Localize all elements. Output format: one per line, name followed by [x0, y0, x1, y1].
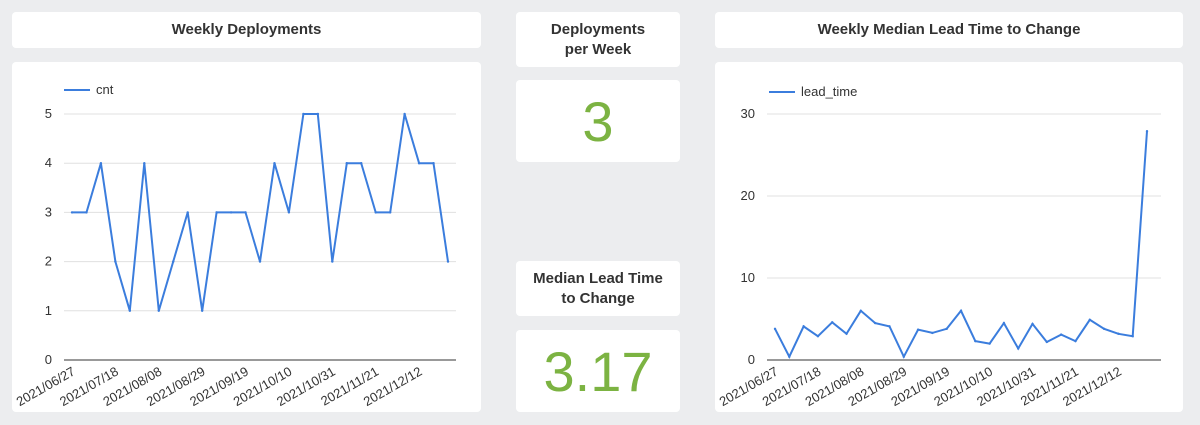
leadtime-data-point — [959, 309, 963, 312]
deploy-data-point — [446, 260, 450, 263]
deploy-data-point — [157, 309, 160, 312]
deploy-data-point — [200, 309, 204, 312]
deploy-y-tick-label: 5 — [45, 106, 52, 121]
deploy-data-point — [388, 211, 392, 214]
leadtime-data-point — [1117, 332, 1120, 335]
leadtime-data-point — [1017, 347, 1020, 350]
leadtime-data-point — [888, 325, 891, 328]
leadtime-data-point — [831, 321, 834, 324]
deploy-data-point — [331, 260, 334, 263]
deploy-data-point — [273, 162, 276, 165]
leadtime-data-point — [802, 325, 805, 328]
leadtime-data-point — [1074, 339, 1077, 343]
weekly-deployments-title-card: Weekly Deployments — [12, 12, 481, 48]
leadtime-data-point — [816, 335, 820, 338]
deployments-per-week-value: 3 — [582, 89, 614, 153]
deployments-per-week-title: Deployments per Week — [550, 20, 646, 58]
leadtime-data-point — [1059, 333, 1063, 336]
leadtime-data-point — [1131, 335, 1134, 338]
weekly-lead-time-title-card: Weekly Median Lead Time to Change — [715, 12, 1183, 48]
deploy-legend-label: cnt — [96, 82, 114, 97]
deploy-data-point — [85, 211, 88, 214]
deploy-data-point — [172, 260, 175, 263]
deployments-per-week-title-card: Deployments per Week — [516, 12, 680, 67]
leadtime-data-point — [859, 309, 863, 312]
deploy-data-point — [128, 309, 132, 312]
median-lead-time-value: 3.17 — [543, 339, 653, 403]
leadtime-y-tick-label: 0 — [748, 352, 755, 367]
deploy-data-point — [186, 211, 189, 214]
deploy-data-point — [374, 211, 377, 214]
deploy-data-point — [316, 112, 320, 116]
deploy-data-point — [403, 112, 406, 116]
leadtime-data-point — [1031, 322, 1034, 326]
leadtime-data-point — [1145, 130, 1149, 133]
leadtime-data-point — [916, 328, 920, 331]
leadtime-data-point — [788, 355, 791, 358]
deploy-data-point — [302, 112, 305, 116]
deploy-data-point — [99, 162, 103, 165]
deploy-y-tick-label: 3 — [45, 204, 52, 219]
weekly-deployments-title: Weekly Deployments — [171, 21, 322, 38]
leadtime-data-point — [974, 339, 977, 343]
deploy-y-tick-label: 1 — [45, 303, 52, 318]
weekly-lead-time-title: Weekly Median Lead Time to Change — [817, 21, 1081, 38]
deploy-data-point — [244, 211, 247, 214]
deploy-data-point — [287, 211, 291, 214]
median-lead-time-scorecard: 3.17 — [516, 330, 680, 412]
deploy-data-point — [258, 260, 262, 263]
deploy-data-point — [215, 211, 218, 214]
deploy-svg: 0123452021/06/272021/07/182021/08/082021… — [14, 82, 456, 409]
weekly-deployments-chart: 0 1 2 3 4 5 2021/06/27 2021/07/18 2021/08/08 2021… — [12, 62, 481, 412]
median-lead-time-title: Median Lead Time to Change — [533, 269, 663, 307]
leadtime-svg: 01020302021/06/272021/07/182021/08/08202… — [717, 84, 1161, 409]
deploy-data-point — [143, 162, 146, 165]
leadtime-data-point — [988, 342, 991, 345]
deploy-data-point — [360, 162, 363, 165]
leadtime-series-line — [774, 131, 1148, 359]
deploy-data-point — [114, 260, 117, 263]
deploy-data-point — [417, 162, 421, 165]
leadtime-data-point — [1002, 321, 1006, 325]
leadtime-data-point — [845, 332, 848, 335]
deploy-y-tick-label: 2 — [45, 254, 52, 269]
leadtime-y-tick-label: 30 — [741, 106, 755, 121]
leadtime-data-point — [1088, 318, 1091, 322]
leadtime-data-point — [931, 331, 934, 335]
deploy-data-point — [229, 211, 233, 214]
leadtime-data-point — [902, 355, 905, 358]
leadtime-data-point — [1045, 340, 1049, 344]
deploy-data-point — [432, 162, 435, 165]
leadtime-y-tick-label: 20 — [741, 188, 755, 203]
deploy-y-tick-label: 4 — [45, 155, 52, 170]
leadtime-data-point — [873, 321, 877, 325]
weekly-lead-time-chart: 0 10 20 30 2021/06/27 2021/07/18 2021/08/08 202… — [715, 62, 1183, 412]
deploy-data-point — [70, 211, 74, 214]
median-lead-time-title-card: Median Lead Time to Change — [516, 261, 680, 316]
deploy-y-tick-label: 0 — [45, 352, 52, 367]
deployments-per-week-scorecard: 3 — [516, 80, 680, 162]
leadtime-data-point — [1102, 327, 1106, 331]
deploy-data-point — [345, 162, 348, 165]
leadtime-legend-label: lead_time — [801, 84, 857, 99]
leadtime-data-point — [773, 327, 777, 331]
leadtime-y-tick-label: 10 — [741, 270, 755, 285]
leadtime-data-point — [945, 327, 948, 331]
